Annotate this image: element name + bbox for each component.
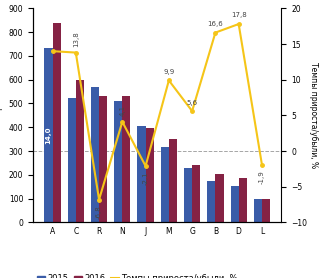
Text: 16,6: 16,6 (208, 21, 223, 27)
Text: 17,8: 17,8 (231, 13, 247, 18)
Bar (122, 96, 130, 222)
Text: 13,8: 13,8 (73, 31, 79, 47)
Text: 5,6: 5,6 (187, 100, 198, 106)
Bar (146, 128, 154, 222)
Bar (91, 87, 99, 222)
Bar (76, 80, 84, 222)
Text: -6,8: -6,8 (96, 205, 102, 219)
Bar (44, 48, 53, 222)
Text: -2,1: -2,1 (143, 172, 149, 185)
Bar (53, 23, 61, 222)
Text: 9,9: 9,9 (163, 69, 174, 75)
Bar (215, 174, 223, 222)
Bar (99, 96, 107, 222)
Bar (137, 126, 146, 222)
Bar (114, 101, 122, 222)
Bar (254, 198, 262, 222)
Text: 4,1: 4,1 (119, 105, 125, 116)
Text: 14,0: 14,0 (45, 126, 51, 144)
Bar (68, 98, 76, 222)
Bar (239, 178, 247, 222)
Bar (262, 198, 270, 222)
Y-axis label: Темпы прироста/убыли, %: Темпы прироста/убыли, % (309, 62, 318, 168)
Bar (192, 165, 200, 222)
Legend: 2015, 2016, Темпы прироста/убыли, %: 2015, 2016, Темпы прироста/убыли, % (33, 271, 241, 278)
Bar (207, 181, 215, 222)
Y-axis label: Млн грн.: Млн грн. (0, 98, 3, 133)
Bar (161, 147, 169, 222)
Bar (230, 185, 239, 222)
Text: -1,9: -1,9 (259, 170, 265, 184)
Bar (184, 168, 192, 222)
Bar (169, 139, 177, 222)
